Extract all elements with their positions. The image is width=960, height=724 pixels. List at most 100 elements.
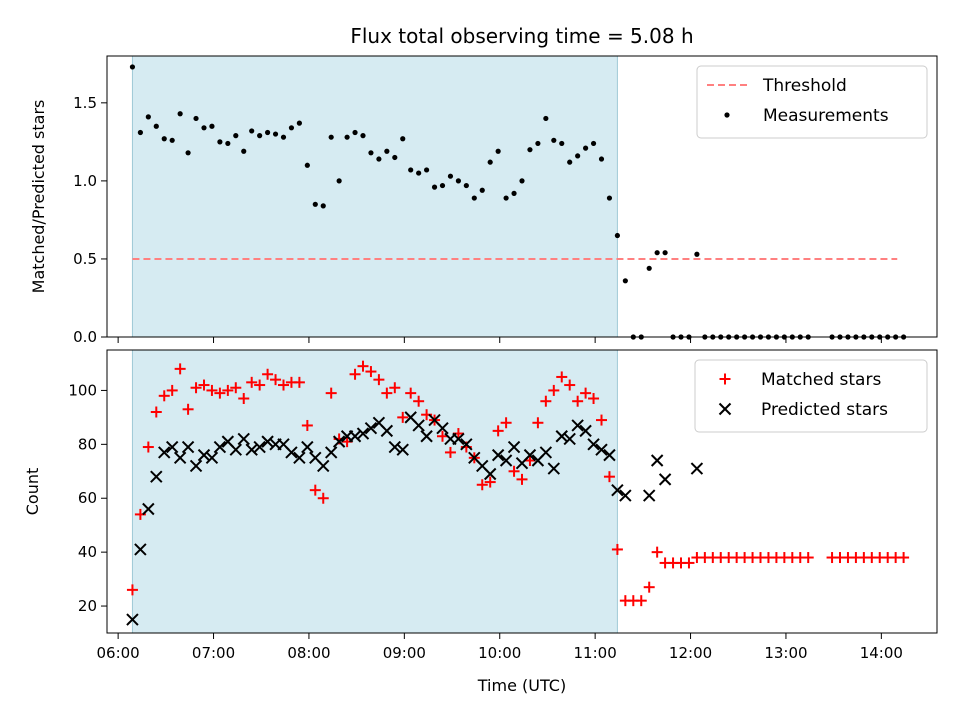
data-point [635, 595, 647, 607]
legend-label: Measurements [763, 106, 889, 126]
x-tick-label: 10:00 [478, 644, 521, 662]
data-point [230, 382, 242, 394]
data-point [559, 140, 565, 147]
data-point [280, 134, 287, 140]
data-point [245, 443, 258, 456]
data-point [397, 411, 409, 423]
y-tick-label: 1.5 [73, 94, 97, 112]
x-tick-label: 14:00 [860, 644, 903, 662]
data-point [572, 395, 584, 407]
data-point [348, 430, 362, 443]
data-point [129, 64, 136, 70]
data-point [381, 387, 393, 399]
data-point [150, 406, 162, 418]
x-tick-label: 06:00 [97, 644, 140, 662]
data-point [622, 278, 628, 284]
data-point [447, 173, 454, 179]
data-point [288, 125, 295, 131]
data-point [173, 451, 187, 465]
data-point [420, 430, 433, 443]
data-point [651, 546, 663, 558]
data-point [408, 167, 414, 173]
data-point [694, 251, 700, 257]
data-point [325, 387, 337, 399]
data-point [174, 363, 186, 375]
y-tick-label: 80 [78, 435, 97, 453]
data-point [238, 393, 250, 405]
data-point [416, 170, 422, 176]
data-point [535, 140, 541, 147]
data-point [388, 440, 402, 454]
data-point [222, 384, 234, 396]
legend-box [694, 359, 928, 433]
data-point [643, 581, 655, 593]
x-tick-label: 13:00 [764, 644, 807, 662]
observing-window-span [131, 55, 618, 338]
data-point [233, 133, 239, 139]
axes-frame [106, 349, 938, 634]
data-point [603, 471, 615, 483]
y-tick-label: 40 [78, 543, 97, 561]
data-point [484, 476, 496, 488]
data-point [344, 134, 350, 140]
data-point [523, 448, 537, 462]
data-point [312, 201, 318, 207]
data-point [229, 443, 243, 456]
data-point [209, 123, 215, 129]
data-point [182, 403, 194, 415]
data-point [190, 382, 202, 394]
data-point [364, 421, 378, 435]
data-point [471, 195, 477, 201]
data-point [158, 446, 171, 459]
data-point [590, 140, 597, 147]
data-point [206, 384, 218, 396]
y-tick-label: 0.0 [73, 328, 97, 346]
data-point [153, 123, 159, 129]
data-point [158, 390, 170, 402]
x-axis-label: Time (UTC) [477, 676, 566, 695]
data-point [492, 425, 504, 437]
legend: Threshold Measurements [696, 65, 928, 139]
data-point [463, 182, 469, 189]
data-point [611, 543, 623, 555]
data-point [261, 435, 274, 448]
data-point [253, 440, 266, 454]
legend: Matched stars Predicted stars [694, 359, 928, 433]
data-point [376, 156, 382, 162]
data-point [503, 195, 509, 201]
data-point [455, 178, 461, 184]
data-point [405, 387, 417, 399]
x-tick-label: 07:00 [192, 644, 235, 662]
data-point [524, 455, 536, 467]
data-point [309, 484, 321, 496]
data-point [540, 395, 552, 407]
data-point [285, 446, 298, 459]
data-point [270, 374, 282, 386]
data-point [563, 432, 576, 446]
legend-marker [718, 402, 732, 416]
data-point [257, 133, 263, 139]
data-point [499, 454, 513, 467]
data-point [145, 114, 151, 120]
data-point [658, 473, 672, 486]
data-point [543, 115, 549, 122]
data-point [380, 424, 394, 438]
data-point [579, 424, 592, 438]
data-point [511, 190, 517, 196]
data-point [293, 451, 306, 465]
data-point [487, 159, 493, 165]
data-point [293, 376, 305, 388]
data-point [254, 379, 266, 391]
data-point [479, 187, 485, 193]
data-point [642, 489, 656, 502]
data-point [611, 483, 624, 497]
series-measurements [129, 64, 907, 340]
data-point [201, 125, 207, 131]
data-point [532, 417, 544, 429]
data-point [596, 414, 608, 426]
data-point [324, 446, 338, 459]
data-point [137, 129, 143, 136]
observing-window-span [131, 349, 618, 634]
data-point [272, 131, 279, 137]
